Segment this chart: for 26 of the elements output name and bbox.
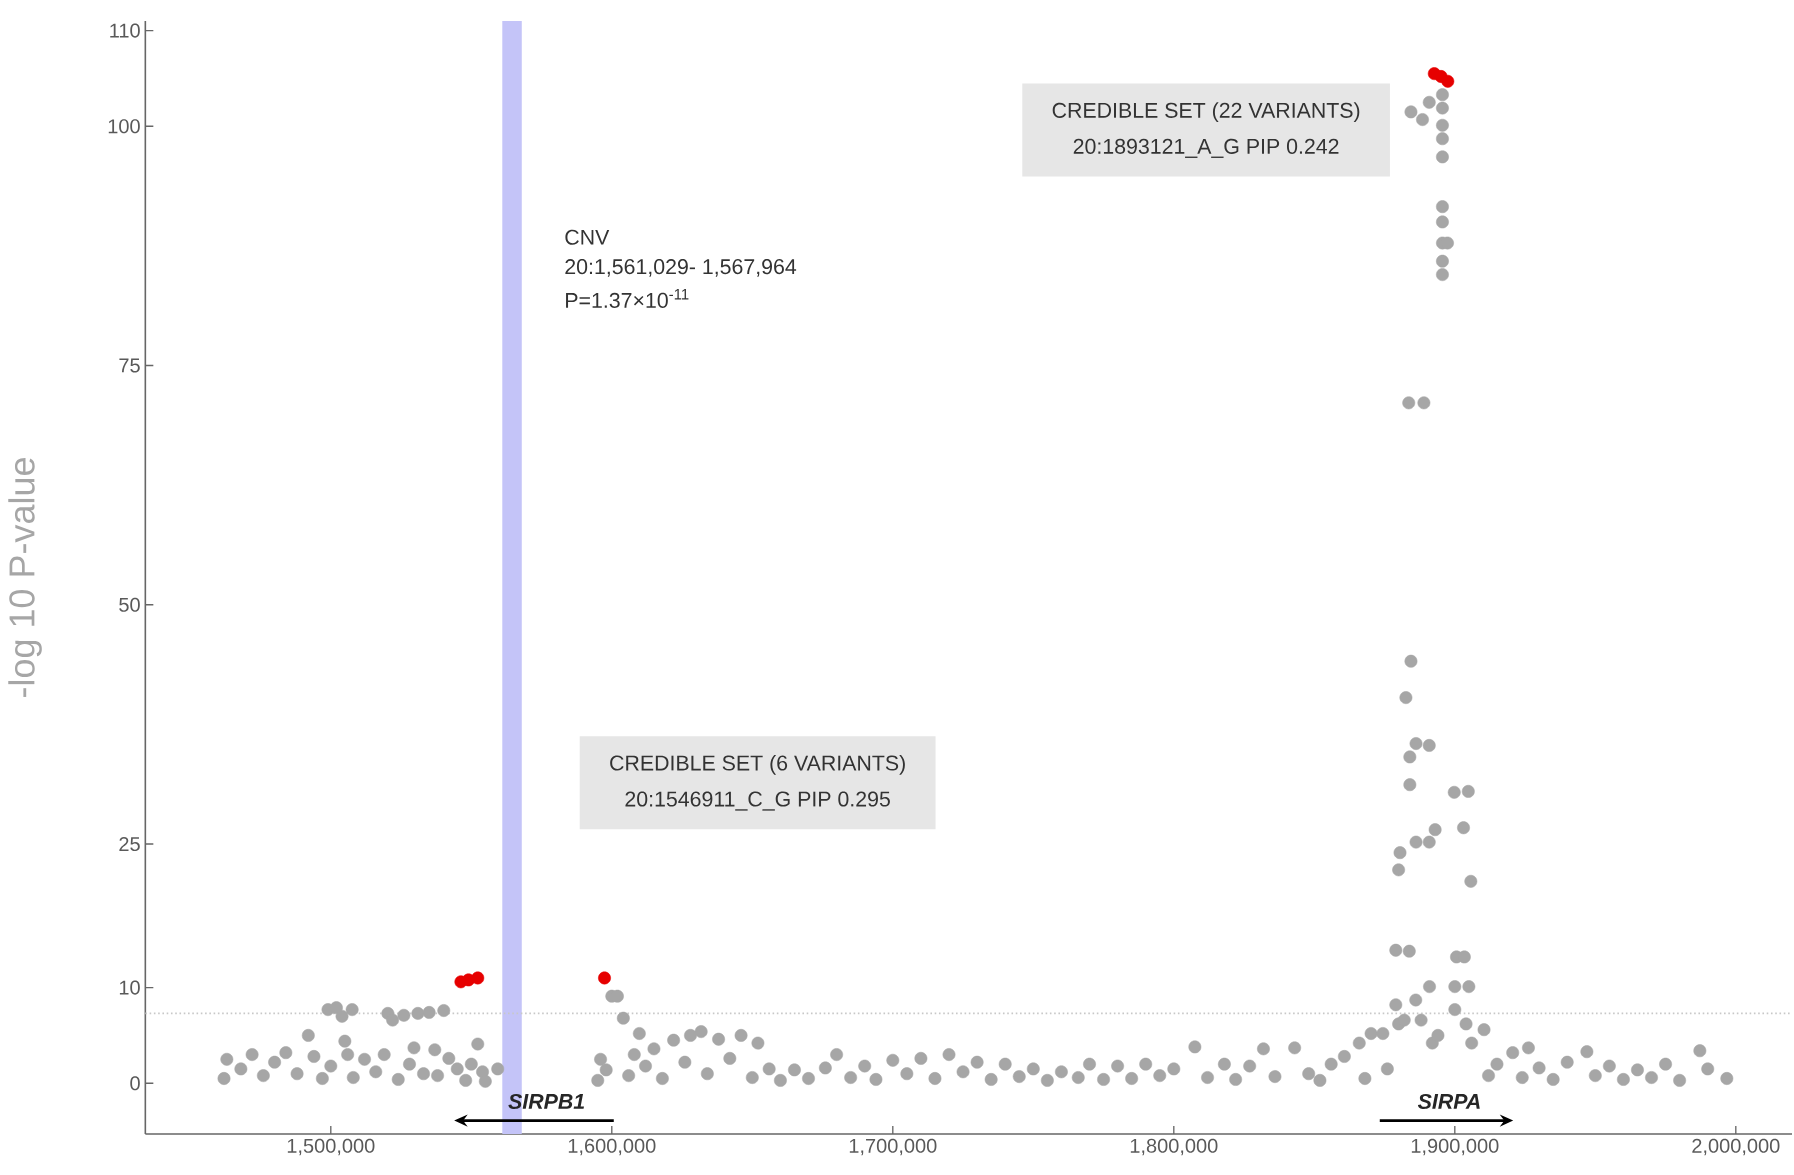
x-tick-label: 1,800,000 — [1130, 1138, 1218, 1156]
y-tick-label: 50 — [119, 597, 140, 612]
annotation: SIRPB1 — [508, 1093, 584, 1110]
y-tick-label: 100 — [108, 119, 140, 134]
annotation: CREDIBLE SET (6 VARIANTS) — [610, 754, 905, 775]
y-tick-label: 75 — [119, 358, 140, 373]
x-tick-label: 1,600,000 — [568, 1138, 656, 1156]
y-tick-label: 0 — [130, 1076, 140, 1091]
y-tick-label: 25 — [119, 836, 140, 852]
point — [1441, 74, 1455, 88]
x-tick-label: 2,000,000 — [1692, 1138, 1780, 1156]
point — [598, 971, 611, 985]
y-tick-label: 10 — [119, 980, 140, 995]
annotation: 20:1,561,029- 1,567,964 — [565, 259, 797, 277]
annotation: 20:1893121_A_G PIP 0.242 — [1073, 138, 1339, 158]
y-axis-title: -log 10 P-value — [8, 458, 42, 697]
x-tick-label: 1,500,000 — [287, 1138, 375, 1156]
annotation: CNV — [565, 229, 610, 245]
x-tick-label: 1,700,000 — [849, 1138, 937, 1156]
point — [471, 971, 485, 985]
annotation: CREDIBLE SET (22 VARIANTS) — [1052, 102, 1360, 123]
annotation: SIRPA — [1417, 1093, 1480, 1110]
annotation: 20:1546911_C_G PIP 0.295 — [625, 791, 890, 811]
x-tick-label: 1,900,000 — [1411, 1138, 1499, 1156]
y-tick-label: 110 — [110, 23, 140, 38]
annotation: P=1.37×10$^{-11}$ — [566, 289, 689, 308]
